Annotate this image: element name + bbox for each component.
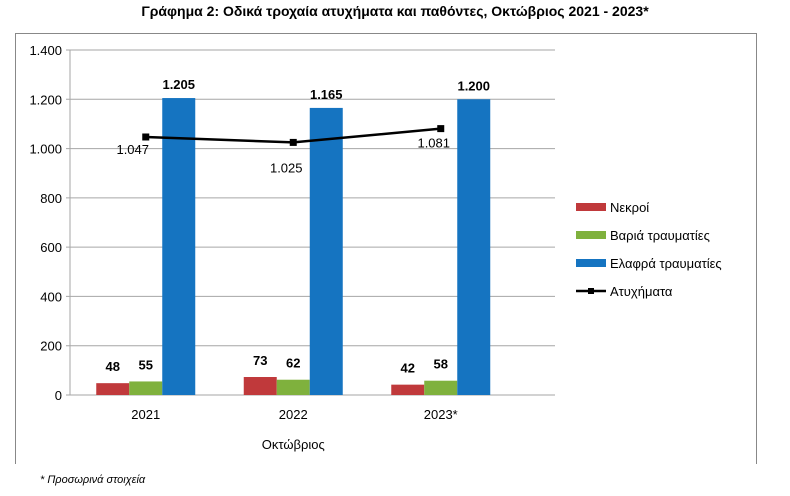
line-marker [142,133,150,141]
legend-label: Ελαφρά τραυματίες [610,256,722,271]
legend-swatch [576,259,606,267]
y-tick-label: 1.200 [29,92,62,107]
bar-0 [243,377,277,395]
bar-data-label: 42 [401,361,415,376]
bar-0 [391,384,425,395]
legend-label: Βαριά τραυματίες [610,228,710,243]
bar-0 [96,383,130,395]
bar-data-label: 62 [286,356,300,371]
y-tick-label: 1.400 [29,43,62,58]
x-tick-label: 2021 [131,407,160,422]
bar-data-label: 48 [106,359,120,374]
bar-data-label: 73 [253,353,267,368]
legend-label: Νεκροί [610,200,649,215]
bar-data-label: 1.165 [310,87,343,102]
y-tick-label: 600 [40,240,62,255]
bar-1 [276,379,310,395]
y-tick-label: 400 [40,289,62,304]
chart-frame [15,33,757,464]
bar-data-label: 58 [434,357,448,372]
bar-data-label: 1.200 [457,78,490,93]
legend-swatch [576,231,606,239]
x-axis-label: Οκτώβριος [262,437,325,452]
y-tick-label: 0 [55,388,62,403]
footnote: * Προσωρινά στοιχεία [40,474,146,486]
x-tick-label: 2023* [424,407,458,422]
legend-marker [588,288,594,294]
line-data-label: 1.047 [116,142,149,157]
y-tick-label: 200 [40,339,62,354]
legend-swatch [576,203,606,211]
line-data-label: 1.081 [417,136,450,151]
line-data-label: 1.025 [270,160,303,175]
x-tick-label: 2022 [279,407,308,422]
y-tick-label: 800 [40,191,62,206]
bar-2 [309,107,343,396]
legend-label: Ατυχήματα [610,284,673,299]
line-marker [437,125,445,133]
bar-data-label: 55 [139,357,153,372]
chart-title: Γράφημα 2: Οδικά τροχαία ατυχήματα και π… [141,3,649,19]
bar-1 [424,380,458,395]
line-marker [289,138,297,146]
y-tick-label: 1.000 [29,142,62,157]
bar-data-label: 1.205 [162,77,195,92]
bar-2 [457,99,491,396]
bar-2 [162,98,196,395]
bar-1 [129,381,163,395]
